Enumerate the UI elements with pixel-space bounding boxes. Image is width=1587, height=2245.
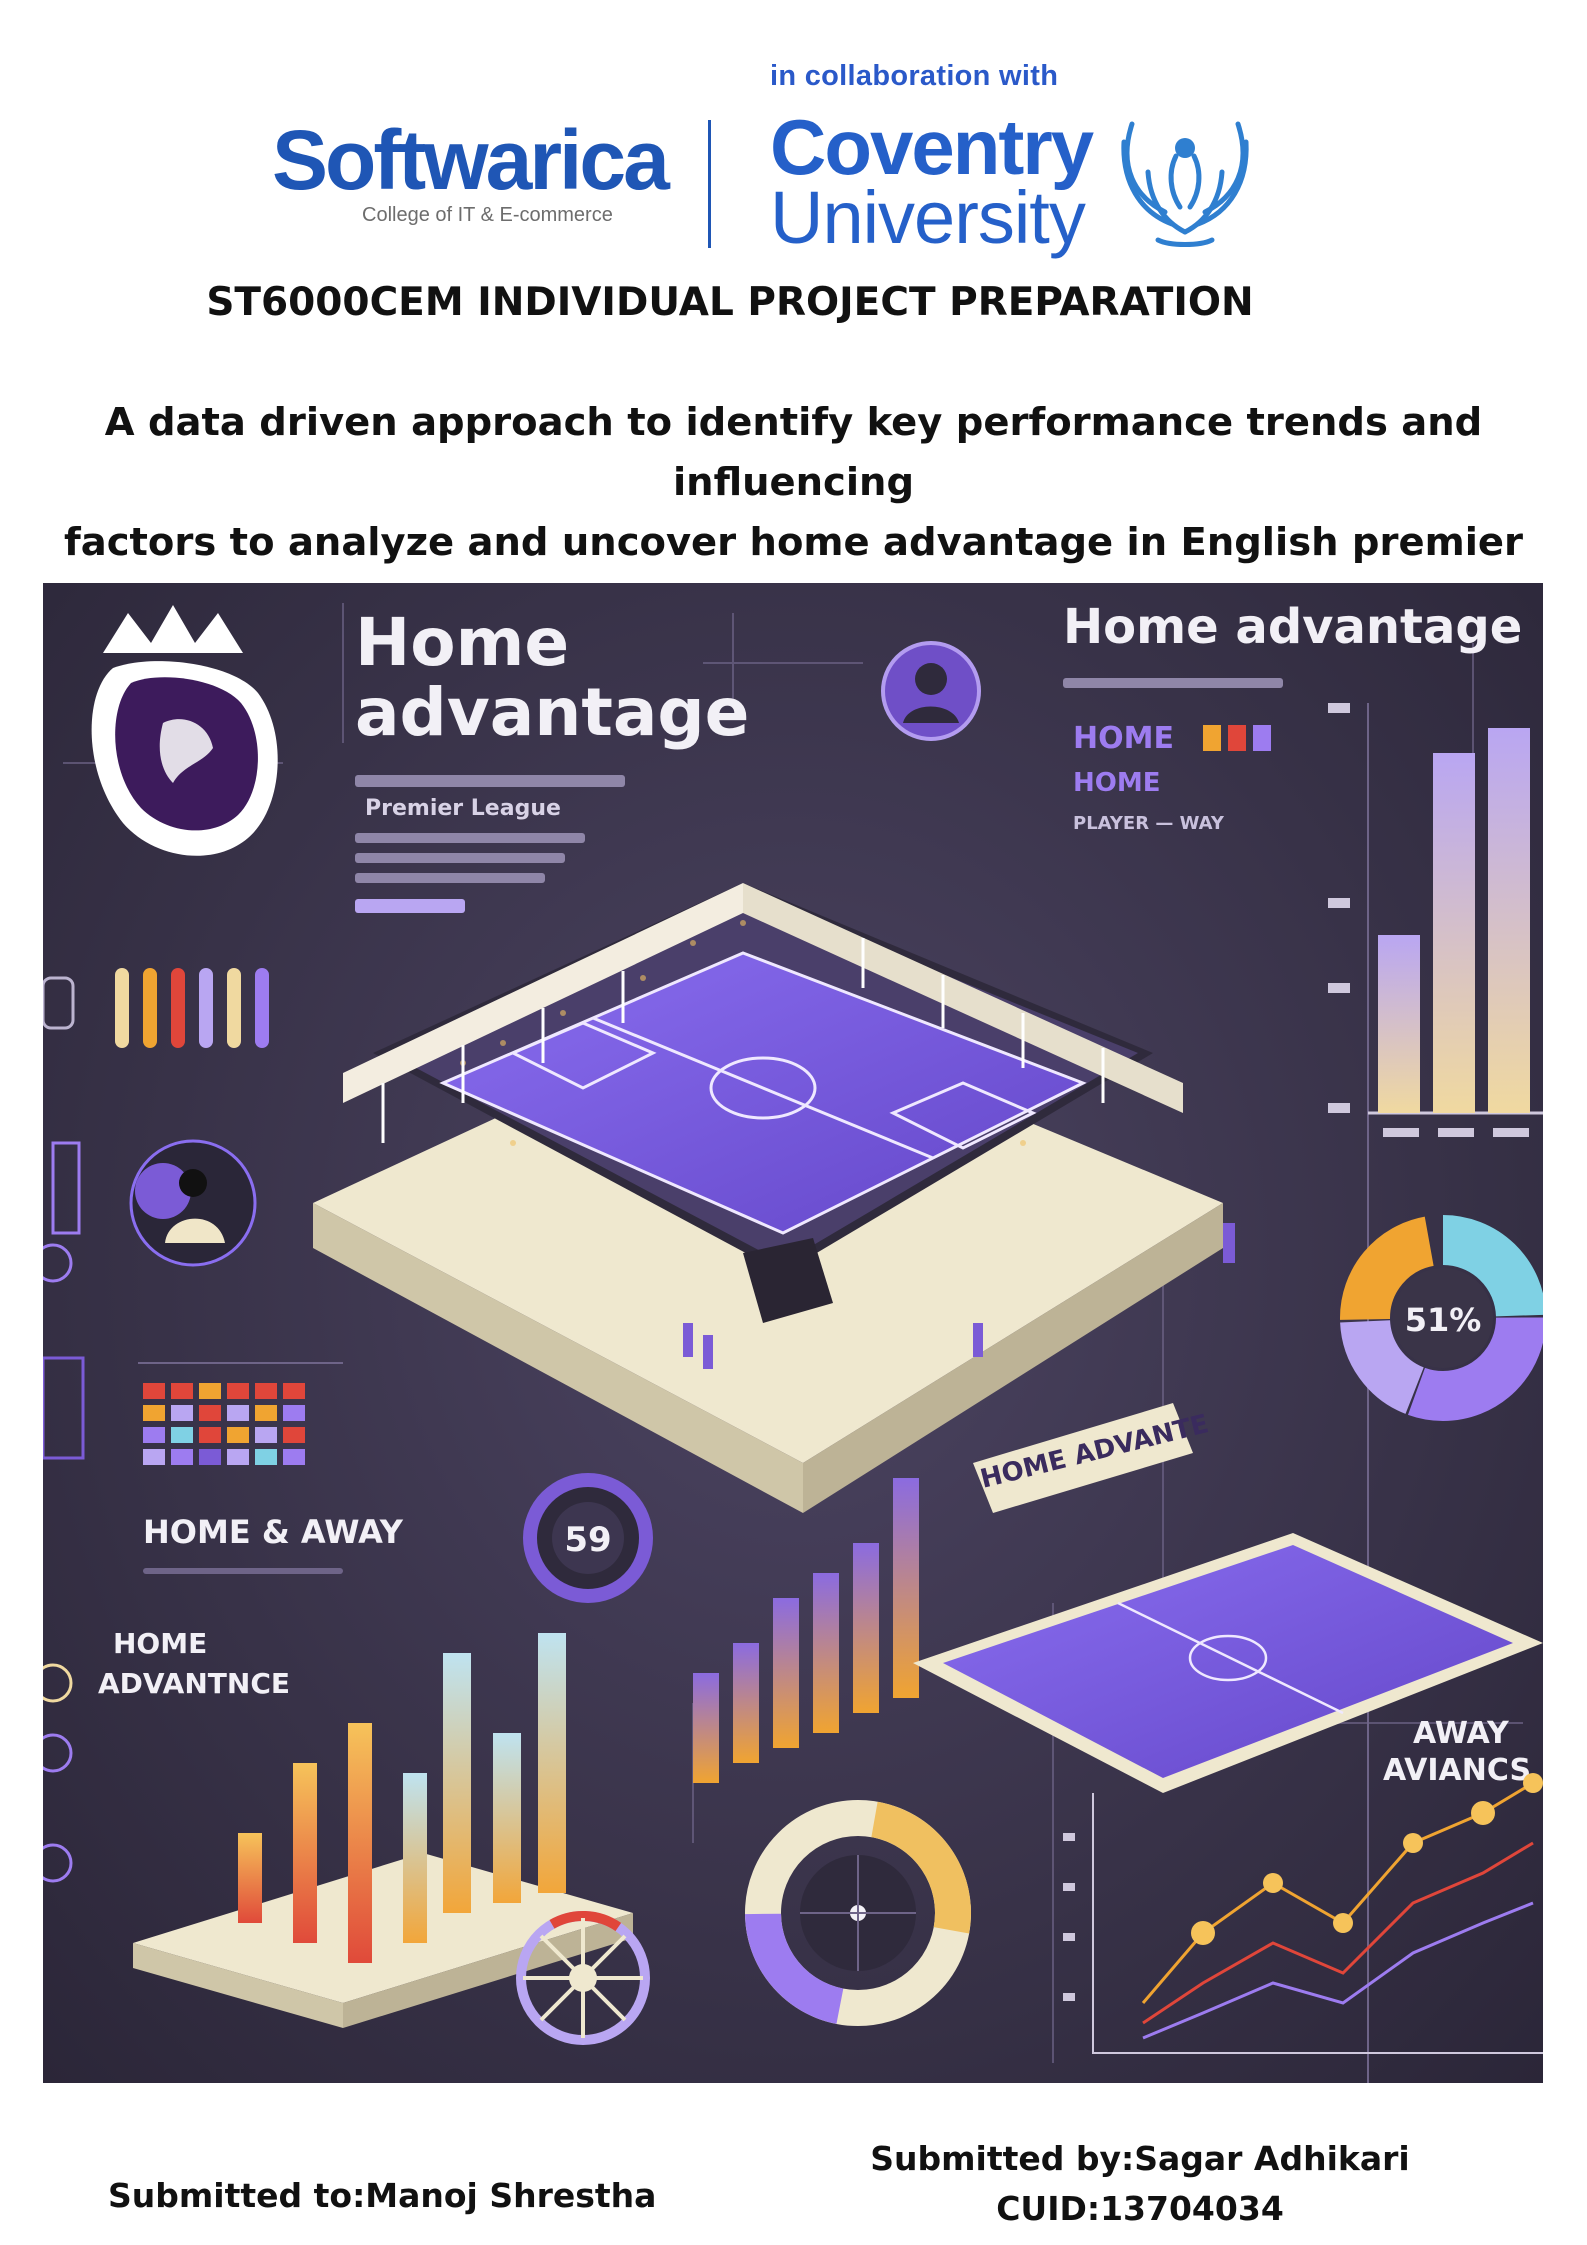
bottom-ring-chart [745,1800,971,2026]
headline-placeholder-text [355,775,625,913]
illustration-headline-line1: Home [355,604,569,681]
wheel-icon [516,1911,650,2045]
legend-row-home-2: HOME [1073,768,1161,798]
coventry-phoenix-crest-icon [1121,121,1249,247]
stadium-illustration [313,883,1235,1513]
away-advancs-line1: AWAY [1413,1716,1510,1751]
collaboration-text: in collaboration with [770,60,1059,92]
softwarica-subtitle: College of IT & E-commerce [362,204,613,226]
submitted-by-block: Submitted by:Sagar Adhikari CUID:1370403… [860,2134,1420,2234]
home-advantage-label-line1: HOME [113,1627,207,1660]
home-advantage-label-line2: ADVANTNCE [98,1667,290,1700]
cover-illustration: Home advantage Premier League Home advan… [43,583,1543,2083]
module-title: ST6000CEM INDIVIDUAL PROJECT PREPARATION [206,280,1254,325]
legend-rows: HOME HOME PLAYER — WAY [1063,678,1283,834]
away-advancs-line2: AVIANCS [1383,1753,1531,1788]
home-advantage-chart: HOME ADVANTNCE [98,1627,633,2028]
lower-pitch-panel: HOME ADVANTE AWAY AVIANCS [913,1403,1543,1793]
score-badge-number: 59 [564,1520,611,1560]
submitted-to: Submitted to:Manoj Shrestha [108,2176,657,2215]
legend-row-home-1: HOME [1073,721,1174,756]
illustration-headline-right: Home advantage [1063,599,1522,655]
bottom-right-line-chart [1063,1773,1543,2054]
illustration-league-caption: Premier League [365,796,561,821]
coventry-line1: Coventry [770,103,1094,191]
donut-center-value: 51% [1405,1301,1482,1339]
softwarica-name: Softwarica [272,113,670,207]
home-away-panel: HOME & AWAY [138,1362,404,1574]
left-edge-icons [43,976,85,1883]
premier-league-lion-icon [91,605,278,856]
coventry-logo: Coventry University [770,103,1110,259]
illustration-headline-line2: advantage [355,674,749,751]
middle-bar-chart [693,1478,919,1783]
home-away-label: HOME & AWAY [143,1513,404,1551]
score-badge: 59 [523,1473,653,1603]
coventry-line2: University [770,175,1086,259]
illustration-artwork: Home advantage Premier League Home advan… [43,599,1543,2083]
submitted-by: Submitted by:Sagar Adhikari [870,2139,1410,2178]
pill-bars [115,968,269,1048]
right-donut-chart: 51% [1340,1215,1543,1421]
logo-divider [708,120,711,248]
student-cuid: CUID:13704034 [996,2189,1284,2228]
project-title-line1: A data driven approach to identify key p… [104,400,1483,505]
softwarica-logo: Softwarica College of IT & E-commerce [272,118,672,227]
legend-row-player-way: PLAYER — WAY [1073,813,1225,834]
top-right-bar-chart [1328,703,1543,2083]
